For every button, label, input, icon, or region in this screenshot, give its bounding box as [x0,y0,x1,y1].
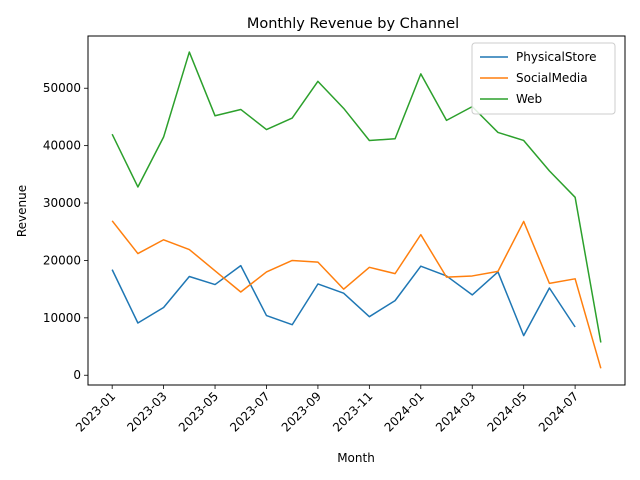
plot-area-frame [87,35,626,386]
x-tick-label: 2023-07 [227,389,272,434]
x-tick-label: 2023-11 [330,389,375,434]
series-line-socialmedia [111,220,602,369]
y-axis-label: Revenue [15,185,29,237]
x-tick-label: 2024-01 [382,389,427,434]
y-tick-label: 20000 [43,253,81,267]
legend-label-physicalstore: PhysicalStore [516,50,597,64]
x-tick-label: 2023-09 [279,389,324,434]
y-tick-label: 50000 [43,81,81,95]
x-tick-label: 2023-03 [124,389,169,434]
y-tick-label: 30000 [43,196,81,210]
x-tick-label: 2023-05 [176,389,221,434]
y-axis: 0 10000 20000 30000 40000 50000 [43,81,88,382]
legend-label-web: Web [516,92,542,106]
x-tick-label: 2024-07 [536,389,581,434]
series-line-web [111,51,602,343]
x-tick-label: 2024-05 [484,389,529,434]
series-layer [111,51,602,369]
x-tick-label: 2023-01 [73,389,118,434]
y-tick-label: 40000 [43,139,81,153]
legend: PhysicalStore SocialMedia Web [471,42,616,115]
x-axis: 2023-01 2023-03 2023-05 2023-07 2023-09 2023-… [73,385,581,435]
legend-box [471,42,616,115]
legend-label-socialmedia: SocialMedia [516,71,588,85]
x-axis-label: Month [337,451,375,465]
y-tick-label: 10000 [43,311,81,325]
chart-title: Monthly Revenue by Channel [247,16,459,32]
series-line-physicalstore [111,264,576,337]
x-tick-label: 2024-03 [433,389,478,434]
y-tick-label: 0 [73,368,81,382]
